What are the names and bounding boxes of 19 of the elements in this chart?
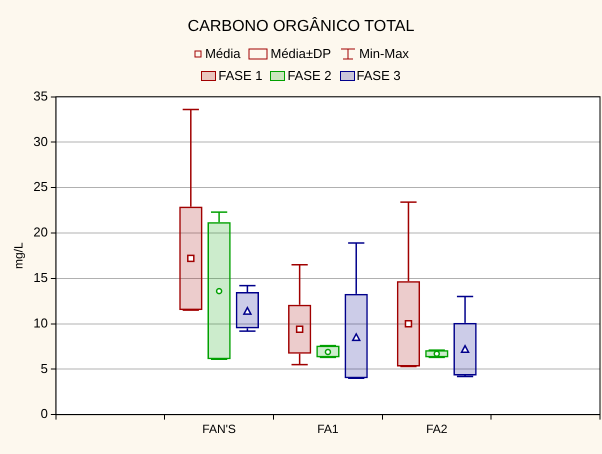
y-tick-label: 0 — [40, 406, 48, 422]
legend-label: FASE 3 — [356, 68, 401, 83]
legend-label: FASE 1 — [218, 68, 262, 83]
x-tick-label: FAN'S — [202, 422, 236, 436]
y-tick-label: 10 — [33, 315, 48, 330]
x-tick-label: FA2 — [426, 422, 448, 436]
y-tick-label: 30 — [33, 134, 48, 149]
y-tick-label: 35 — [33, 88, 48, 104]
y-tick-label: 20 — [33, 224, 48, 240]
text: Média±DP — [270, 46, 332, 61]
text: Média — [205, 46, 240, 61]
chart-title: CARBONO ORGÂNICO TOTAL — [186, 18, 416, 36]
y-tick-label: 15 — [33, 270, 48, 285]
y-tick-label: 5 — [40, 360, 48, 376]
y-axis-title: mg/L — [12, 242, 26, 270]
x-tick-label: FA1 — [317, 422, 339, 436]
legend-label: FASE 2 — [287, 68, 332, 83]
y-tick-label: 25 — [33, 179, 48, 194]
text: Min-Max — [359, 46, 409, 61]
